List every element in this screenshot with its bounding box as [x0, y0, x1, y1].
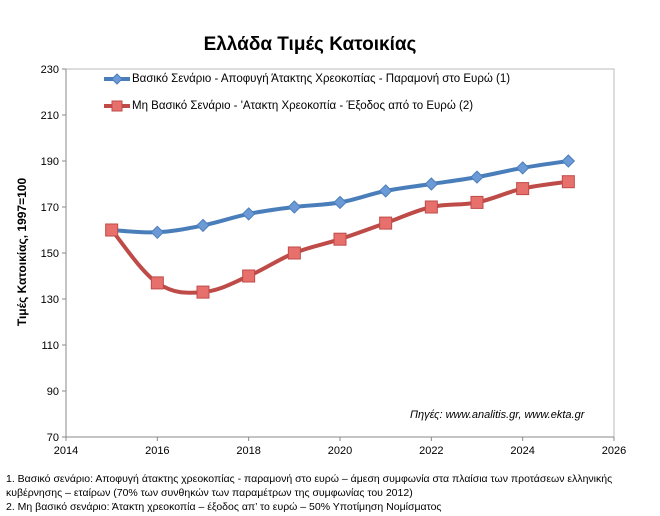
- x-tick-label: 2022: [419, 445, 443, 457]
- footnote-2: 2. Μη βασικό σενάριο: Άτακτη χρεοκοπία –…: [6, 501, 442, 513]
- data-point-diamond: [196, 218, 210, 233]
- y-tick-label: 190: [41, 156, 59, 168]
- x-tick-label: 2016: [145, 445, 169, 457]
- y-tick-label: 130: [41, 294, 59, 306]
- y-tick-label: 90: [47, 386, 59, 398]
- data-point-diamond: [378, 184, 393, 198]
- data-point-square: [333, 232, 347, 246]
- y-tick-label: 70: [47, 432, 59, 444]
- square-marker-icon: [104, 100, 130, 112]
- data-point-square: [105, 223, 119, 237]
- legend-label: Μη Βασικό Σενάριο - 'Ατακτη Χρεοκοπία - …: [132, 100, 474, 112]
- y-tick-label: 110: [41, 340, 59, 352]
- data-point-square: [150, 276, 164, 290]
- legend-item-baseline: Βασικό Σενάριο - Αποφυγή Άτακτης Χρεοκοπ…: [104, 72, 510, 86]
- data-point-diamond: [287, 200, 302, 214]
- x-tick-label: 2014: [54, 445, 78, 457]
- diamond-marker-icon: [104, 73, 130, 85]
- source-annotation: Πηγές: www.analitis.gr, www.ekta.gr: [410, 409, 585, 421]
- data-point-diamond: [424, 177, 439, 191]
- legend-item-alternative: Μη Βασικό Σενάριο - 'Ατακτη Χρεοκοπία - …: [104, 99, 510, 113]
- data-point-diamond: [241, 207, 256, 221]
- y-tick-label: 170: [41, 202, 59, 214]
- data-point-diamond: [333, 195, 347, 210]
- y-tick-label: 230: [41, 64, 59, 76]
- data-point-square: [470, 195, 484, 209]
- legend-label: Βασικό Σενάριο - Αποφυγή Άτακτης Χρεοκοπ…: [132, 73, 511, 85]
- data-point-diamond: [515, 161, 530, 175]
- data-point-square: [287, 246, 301, 260]
- data-point-square: [379, 216, 393, 230]
- footnote-1: 1. Βασικό σενάριο: Αποφυγή άτακτης χρεοκ…: [6, 473, 613, 499]
- legend: Βασικό Σενάριο - Αποφυγή Άτακτης Χρεοκοπ…: [104, 72, 510, 126]
- y-tick-label: 210: [41, 110, 59, 122]
- data-point-square: [561, 175, 575, 189]
- y-axis-label: Τιμές Κατοικίας, 1997=100: [15, 177, 29, 327]
- x-tick-label: 2024: [510, 445, 534, 457]
- data-point-square: [516, 182, 530, 196]
- data-point-diamond: [561, 154, 576, 168]
- y-tick-label: 150: [41, 248, 59, 260]
- data-point-diamond: [470, 170, 484, 184]
- x-tick-label: 2020: [328, 445, 352, 457]
- data-point-diamond: [150, 225, 165, 240]
- chart-title: Ελλάδα Τιμές Κατοικίας: [203, 34, 417, 55]
- data-point-square: [424, 200, 438, 214]
- x-tick-label: 2018: [236, 445, 260, 457]
- data-point-square: [242, 269, 256, 283]
- data-point-square: [196, 285, 210, 299]
- footnotes: 1. Βασικό σενάριο: Αποφυγή άτακτης χρεοκ…: [6, 472, 656, 514]
- x-tick-label: 2026: [602, 445, 626, 457]
